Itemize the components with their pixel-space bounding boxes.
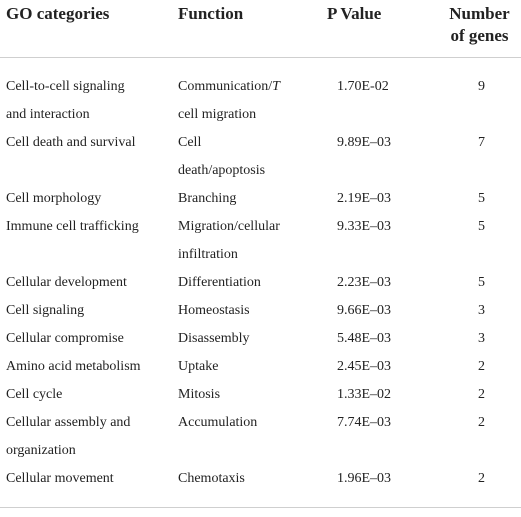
cell-function-line: Chemotaxis bbox=[178, 470, 245, 486]
table-row: Cellular movement Chemotaxis 1.96E–03 2 bbox=[0, 465, 521, 508]
italic-t: T bbox=[272, 78, 280, 94]
cell-function: Disassembly bbox=[178, 325, 327, 353]
cell-function-line: cell migration bbox=[178, 106, 257, 122]
cell-number-of-genes: 3 bbox=[478, 330, 485, 346]
cell-p-value: 9.89E–03 bbox=[337, 134, 392, 150]
cell-go-category: Cell-to-cell signaling and interaction bbox=[0, 57, 178, 129]
cell-go-category-line: Cellular development bbox=[6, 274, 127, 290]
cell-function: Accumulation bbox=[178, 409, 327, 465]
cell-number-of-genes: 5 bbox=[478, 274, 485, 290]
cell-go-category: Cell cycle bbox=[0, 381, 178, 409]
cell-number-of-genes: 3 bbox=[478, 302, 485, 318]
cell-go-category-line: Cell-to-cell signaling bbox=[6, 78, 125, 94]
cell-p-value: 2.45E–03 bbox=[337, 358, 392, 374]
cell-go-category-line: and interaction bbox=[6, 106, 90, 122]
cell-function-line: Disassembly bbox=[178, 330, 250, 346]
cell-go-category-line: Cell death and survival bbox=[6, 134, 136, 150]
cell-go-category-line: Cellular compromise bbox=[6, 330, 124, 346]
cell-function-line: Homeostasis bbox=[178, 302, 250, 318]
cell-function-line: Uptake bbox=[178, 358, 219, 374]
cell-go-category-line: Cellular movement bbox=[6, 470, 114, 486]
cell-number-of-genes: 5 bbox=[478, 218, 485, 234]
table-row: Cell death and survival Cell death/apoptos… bbox=[0, 129, 521, 185]
header-row: GO categories Function P Value Number of… bbox=[0, 0, 521, 57]
cell-function-line: Communication/T bbox=[178, 78, 280, 94]
table-row: Cell cycle Mitosis 1.33E–02 2 bbox=[0, 381, 521, 409]
cell-function: Differentiation bbox=[178, 269, 327, 297]
cell-number-of-genes: 2 bbox=[478, 470, 485, 486]
cell-p-value: 2.23E–03 bbox=[337, 274, 392, 290]
cell-function-line: death/apoptosis bbox=[178, 162, 266, 178]
cell-number-of-genes: 9 bbox=[478, 78, 485, 94]
cell-p-value: 1.33E–02 bbox=[337, 386, 392, 402]
cell-function-line: Branching bbox=[178, 190, 237, 206]
header-go-categories: GO categories bbox=[6, 4, 110, 23]
table-row: Cell signaling Homeostasis 9.66E–03 3 bbox=[0, 297, 521, 325]
header-function: Function bbox=[178, 4, 244, 23]
table-row: Cell morphology Branching 2.19E–03 5 bbox=[0, 185, 521, 213]
cell-go-category: Cell morphology bbox=[0, 185, 178, 213]
cell-p-value: 5.48E–03 bbox=[337, 330, 392, 346]
cell-function-line: Cell bbox=[178, 134, 202, 150]
cell-function-line: infiltration bbox=[178, 246, 238, 262]
table-header: GO categories Function P Value Number of… bbox=[0, 0, 521, 57]
cell-go-category: Cellular compromise bbox=[0, 325, 178, 353]
cell-go-category: Cellular movement bbox=[0, 465, 178, 508]
cell-function-line: Mitosis bbox=[178, 386, 221, 402]
header-number-of-genes: Number of genes bbox=[428, 0, 521, 57]
cell-go-category-line: Cellular assembly and bbox=[6, 414, 131, 430]
table-row: Cellular compromise Disassembly 5.48E–03 3 bbox=[0, 325, 521, 353]
cell-number-of-genes: 2 bbox=[478, 358, 485, 374]
cell-p-value: 9.66E–03 bbox=[337, 302, 392, 318]
table-row: Amino acid metabolism Uptake 2.45E–03 2 bbox=[0, 353, 521, 381]
cell-go-category: Cellular assembly and organization bbox=[0, 409, 178, 465]
table-row: Cellular assembly and organization Accumul… bbox=[0, 409, 521, 465]
cell-p-value: 2.19E–03 bbox=[337, 190, 392, 206]
cell-go-category: Cell signaling bbox=[0, 297, 178, 325]
cell-go-category-line: Cell cycle bbox=[6, 386, 63, 402]
cell-number-of-genes: 7 bbox=[478, 134, 485, 150]
cell-p-value: 1.96E–03 bbox=[337, 470, 392, 486]
cell-function: Branching bbox=[178, 185, 327, 213]
header-p-value: P Value bbox=[327, 4, 382, 23]
cell-p-value: 9.33E–03 bbox=[337, 218, 392, 234]
cell-go-category: Immune cell trafficking bbox=[0, 213, 178, 269]
cell-go-category-line: organization bbox=[6, 442, 76, 458]
cell-function: Mitosis bbox=[178, 381, 327, 409]
cell-function-line: Migration/cellular bbox=[178, 218, 280, 234]
cell-function: Uptake bbox=[178, 353, 327, 381]
cell-go-category: Cell death and survival bbox=[0, 129, 178, 185]
cell-go-category-line: Cell morphology bbox=[6, 190, 102, 206]
cell-go-category-line: Amino acid metabolism bbox=[6, 358, 141, 374]
cell-number-of-genes: 2 bbox=[478, 414, 485, 430]
cell-function-line: Differentiation bbox=[178, 274, 261, 290]
cell-go-category: Amino acid metabolism bbox=[0, 353, 178, 381]
table-row: Cell-to-cell signaling and interaction Com… bbox=[0, 57, 521, 129]
cell-function: Chemotaxis bbox=[178, 465, 327, 508]
header-number-line2: of genes bbox=[450, 26, 509, 45]
table-row: Cellular development Differentiation 2.23E… bbox=[0, 269, 521, 297]
header-number-line1: Number bbox=[449, 4, 510, 23]
cell-function: Homeostasis bbox=[178, 297, 327, 325]
table-row: Immune cell trafficking Migration/cellula… bbox=[0, 213, 521, 269]
cell-p-value: 1.70E-02 bbox=[337, 78, 389, 94]
cell-number-of-genes: 2 bbox=[478, 386, 485, 402]
cell-function: Cell death/apoptosis bbox=[178, 129, 327, 185]
cell-p-value: 7.74E–03 bbox=[337, 414, 392, 430]
cell-number-of-genes: 5 bbox=[478, 190, 485, 206]
cell-function: Communication/T cell migration bbox=[178, 57, 327, 129]
cell-function: Migration/cellular infiltration bbox=[178, 213, 327, 269]
cell-go-category-line: Immune cell trafficking bbox=[6, 218, 139, 234]
cell-function-line: Accumulation bbox=[178, 414, 258, 430]
cell-go-category-line: Cell signaling bbox=[6, 302, 85, 318]
table-body: Cell-to-cell signaling and interaction Com… bbox=[0, 57, 521, 507]
cell-go-category: Cellular development bbox=[0, 269, 178, 297]
